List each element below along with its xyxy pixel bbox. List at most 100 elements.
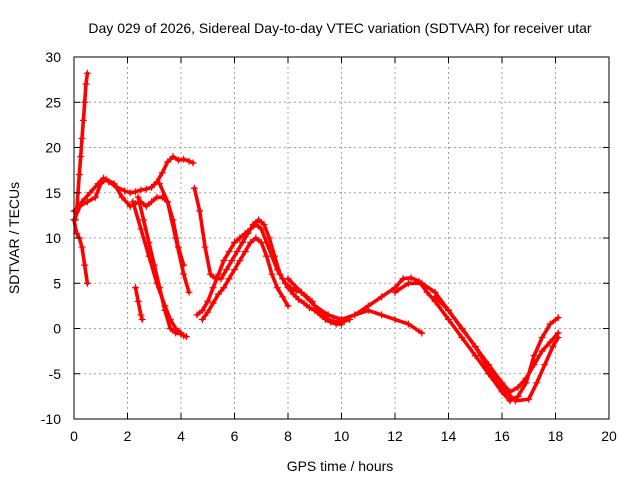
x-tick-label: 20 <box>601 428 617 444</box>
data-point <box>140 216 148 224</box>
data-point <box>83 279 91 287</box>
data-point <box>391 315 399 323</box>
tick-labels: 0 2 4 6 8 10 12 14 16 18 20 -10 -5 0 5 10 15 20 25 30 <box>41 49 617 444</box>
data-point <box>150 261 158 269</box>
y-axis-label: SDTVAR / TECUs <box>6 182 22 294</box>
data-point <box>295 296 303 304</box>
data-point <box>511 397 519 405</box>
series-line <box>195 222 344 326</box>
x-tick-label: 14 <box>441 428 457 444</box>
data-point <box>471 352 479 360</box>
data-point <box>399 275 407 283</box>
data-point <box>305 304 313 312</box>
data-point <box>156 284 164 292</box>
data-point <box>78 243 86 251</box>
data-point <box>148 183 156 191</box>
data-point <box>231 239 238 247</box>
series-sat-k <box>198 234 292 323</box>
data-point <box>77 153 85 161</box>
data-point <box>252 234 260 242</box>
data-point <box>236 234 244 242</box>
data-point <box>196 207 204 215</box>
data-point <box>134 297 142 305</box>
x-axis-label: GPS time / hours <box>287 458 394 474</box>
data-point <box>431 293 439 301</box>
data-point <box>445 306 452 314</box>
data-point <box>180 270 188 278</box>
data-point <box>198 315 206 323</box>
x-tick-label: 18 <box>548 428 564 444</box>
axis-ticks <box>73 56 610 420</box>
series-line <box>73 71 90 222</box>
data-point <box>324 311 332 319</box>
data-point <box>273 266 281 274</box>
data-point <box>284 275 292 283</box>
data-point <box>222 266 230 274</box>
data-point <box>514 392 522 400</box>
data-point <box>204 308 212 316</box>
series-sat-f <box>134 193 185 338</box>
data-point <box>174 156 182 164</box>
series-sat-h <box>156 180 193 296</box>
data-point <box>82 80 90 88</box>
y-tick-label: 15 <box>45 185 61 201</box>
data-point <box>554 314 562 322</box>
data-point <box>265 234 273 242</box>
x-tick-label: 2 <box>124 428 132 444</box>
data-point <box>137 186 145 194</box>
x-tick-label: 4 <box>177 428 185 444</box>
data-point <box>148 198 156 206</box>
data-point <box>83 198 91 206</box>
data-point <box>204 297 212 305</box>
data-point <box>185 157 193 165</box>
data-point <box>102 175 110 183</box>
y-tick-label: -5 <box>49 366 62 382</box>
series-sat-n <box>324 306 426 337</box>
data-point <box>166 325 174 332</box>
data-point <box>525 395 533 403</box>
data-point <box>225 275 233 283</box>
data-point <box>137 311 145 319</box>
data-point <box>164 198 172 206</box>
series-line <box>433 295 560 403</box>
data-point <box>391 288 399 296</box>
y-tick-label: 5 <box>53 275 61 291</box>
data-point <box>546 338 554 346</box>
data-point <box>158 169 166 177</box>
x-tick-label: 6 <box>231 428 239 444</box>
data-point <box>134 193 142 201</box>
data-point <box>289 290 297 298</box>
data-point <box>91 193 99 201</box>
data-point <box>121 187 129 195</box>
series-line <box>393 281 560 394</box>
series-sat-o <box>431 293 562 405</box>
data-point <box>172 329 180 337</box>
data-point <box>268 270 276 278</box>
data-point <box>241 229 249 237</box>
data-point <box>79 116 87 124</box>
data-point <box>533 379 541 387</box>
data-point <box>471 343 479 351</box>
data-point <box>260 220 268 228</box>
data-point <box>225 248 233 256</box>
data-point <box>138 315 146 323</box>
data-point <box>132 188 140 196</box>
data-point <box>239 239 247 247</box>
x-tick-label: 8 <box>284 428 292 444</box>
data-point <box>164 158 172 166</box>
data-point <box>378 293 386 301</box>
series-line <box>326 308 424 335</box>
data-point <box>220 284 228 292</box>
data-point <box>530 361 538 369</box>
data-point <box>132 284 140 292</box>
data-point <box>404 279 412 287</box>
data-point <box>279 293 287 301</box>
data-point <box>338 315 345 323</box>
data-point <box>81 261 89 269</box>
data-point <box>231 266 238 274</box>
y-tick-label: 30 <box>45 49 61 65</box>
x-tick-label: 16 <box>494 428 510 444</box>
data-point <box>458 325 466 332</box>
data-point <box>364 306 372 314</box>
data-point <box>156 180 164 188</box>
